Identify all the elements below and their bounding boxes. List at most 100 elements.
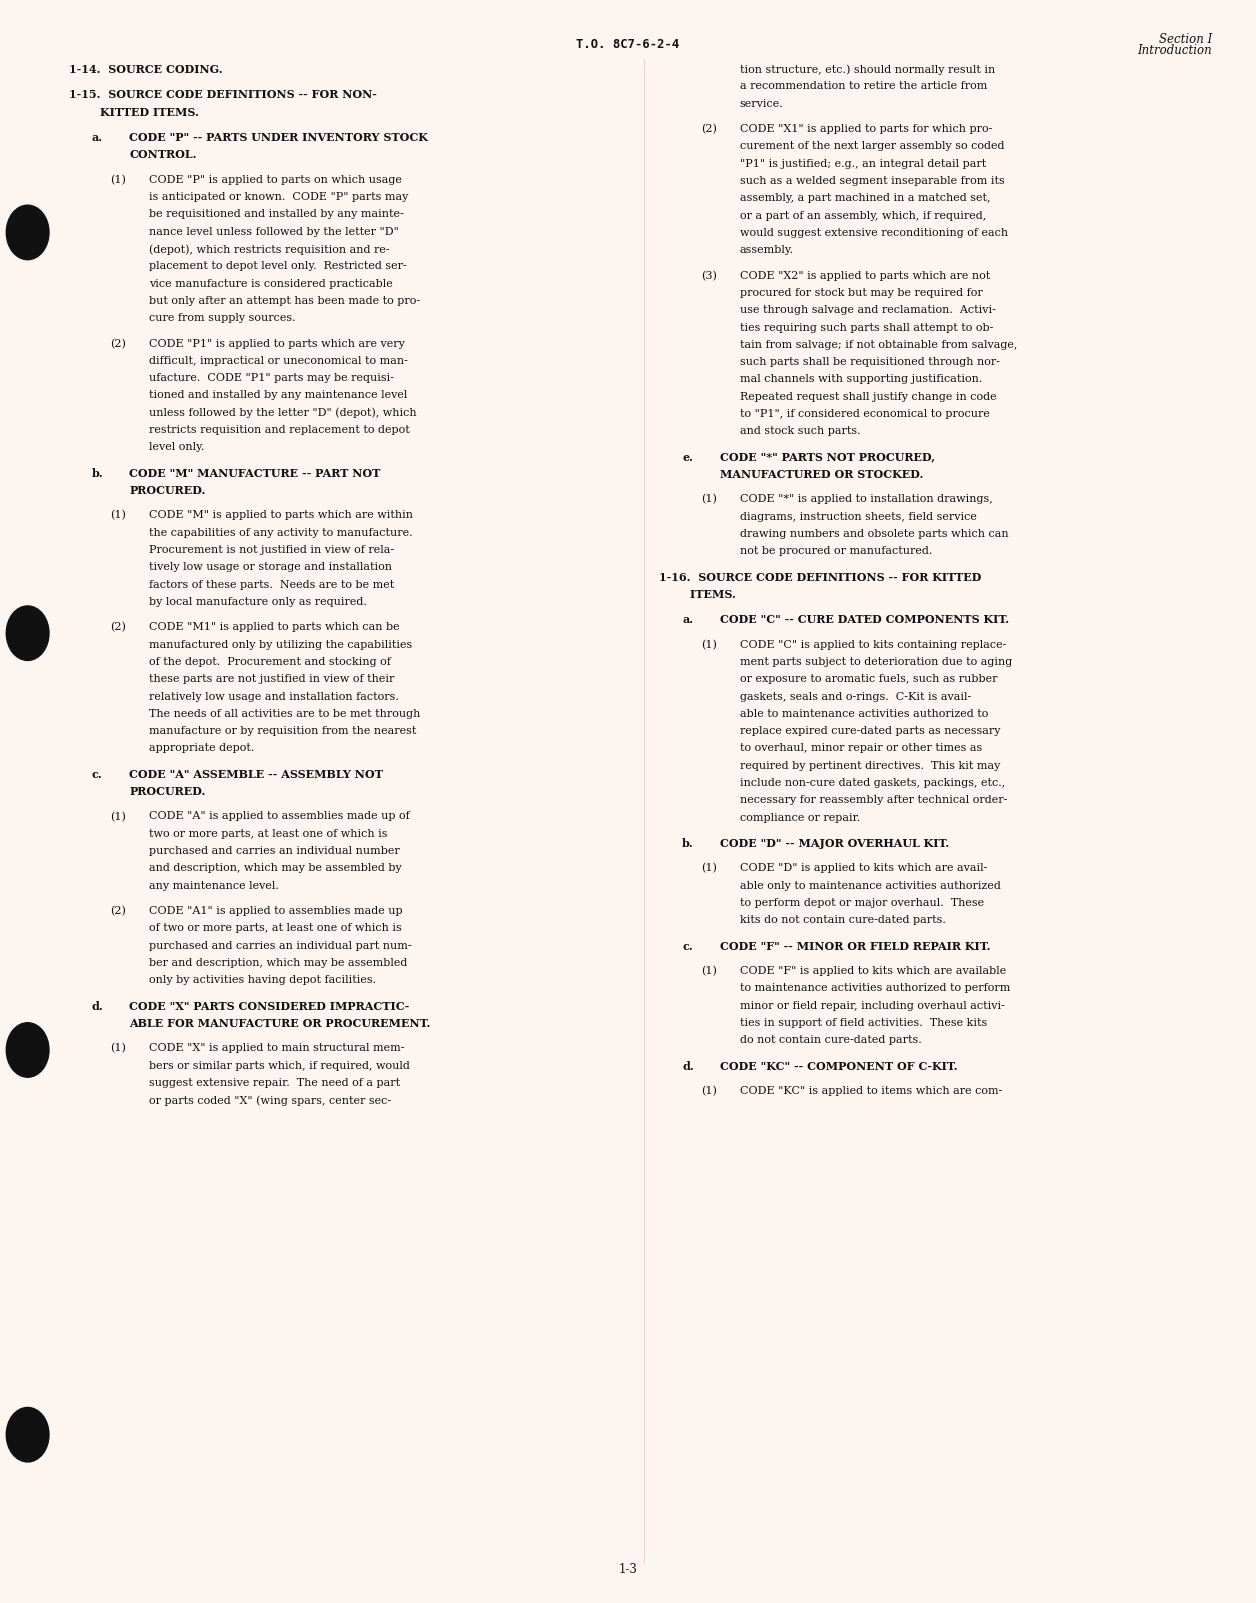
Text: by local manufacture only as required.: by local manufacture only as required. — [149, 596, 367, 608]
Text: suggest extensive repair.  The need of a part: suggest extensive repair. The need of a … — [149, 1077, 401, 1088]
Text: replace expired cure-dated parts as necessary: replace expired cure-dated parts as nece… — [740, 726, 1000, 736]
Text: bers or similar parts which, if required, would: bers or similar parts which, if required… — [149, 1061, 411, 1071]
Text: 1-3: 1-3 — [618, 1563, 638, 1576]
Text: CODE "D" is applied to kits which are avail-: CODE "D" is applied to kits which are av… — [740, 864, 987, 874]
Text: gaskets, seals and o-rings.  C-Kit is avail-: gaskets, seals and o-rings. C-Kit is ava… — [740, 691, 971, 702]
Text: assembly.: assembly. — [740, 245, 794, 255]
Text: to perform depot or major overhaul.  These: to perform depot or major overhaul. Thes… — [740, 898, 983, 907]
Text: two or more parts, at least one of which is: two or more parts, at least one of which… — [149, 829, 388, 838]
Text: CODE "X" PARTS CONSIDERED IMPRACTIC-: CODE "X" PARTS CONSIDERED IMPRACTIC- — [129, 1000, 409, 1011]
Text: d.: d. — [682, 1061, 693, 1071]
Text: cure from supply sources.: cure from supply sources. — [149, 313, 296, 324]
Text: required by pertinent directives.  This kit may: required by pertinent directives. This k… — [740, 761, 1000, 771]
Text: able only to maintenance activities authorized: able only to maintenance activities auth… — [740, 880, 1001, 891]
Text: 1-15.  SOURCE CODE DEFINITIONS -- FOR NON-: 1-15. SOURCE CODE DEFINITIONS -- FOR NON… — [69, 90, 377, 101]
Text: CODE "A" is applied to assemblies made up of: CODE "A" is applied to assemblies made u… — [149, 811, 411, 821]
Text: CODE "F" -- MINOR OR FIELD REPAIR KIT.: CODE "F" -- MINOR OR FIELD REPAIR KIT. — [720, 941, 990, 952]
Text: compliance or repair.: compliance or repair. — [740, 813, 860, 822]
Text: b.: b. — [682, 838, 693, 850]
Text: minor or field repair, including overhaul activi-: minor or field repair, including overhau… — [740, 1000, 1005, 1010]
Text: (2): (2) — [111, 622, 127, 633]
Text: b.: b. — [92, 468, 103, 479]
Text: (1): (1) — [701, 1085, 717, 1096]
Text: to "P1", if considered economical to procure: to "P1", if considered economical to pro… — [740, 409, 990, 418]
Text: CODE "X2" is applied to parts which are not: CODE "X2" is applied to parts which are … — [740, 271, 990, 281]
Text: 1-16.  SOURCE CODE DEFINITIONS -- FOR KITTED: 1-16. SOURCE CODE DEFINITIONS -- FOR KIT… — [659, 572, 982, 582]
Text: but only after an attempt has been made to pro-: but only after an attempt has been made … — [149, 297, 421, 306]
Text: and description, which may be assembled by: and description, which may be assembled … — [149, 864, 402, 874]
Text: KITTED ITEMS.: KITTED ITEMS. — [69, 107, 198, 117]
Text: unless followed by the letter "D" (depot), which: unless followed by the letter "D" (depot… — [149, 407, 417, 418]
Text: CODE "M" MANUFACTURE -- PART NOT: CODE "M" MANUFACTURE -- PART NOT — [129, 468, 381, 479]
Text: CODE "A" ASSEMBLE -- ASSEMBLY NOT: CODE "A" ASSEMBLE -- ASSEMBLY NOT — [129, 769, 383, 779]
Text: or exposure to aromatic fuels, such as rubber: or exposure to aromatic fuels, such as r… — [740, 675, 997, 684]
Text: is anticipated or known.  CODE "P" parts may: is anticipated or known. CODE "P" parts … — [149, 192, 409, 202]
Text: (1): (1) — [701, 494, 717, 505]
Text: CODE "*" PARTS NOT PROCURED,: CODE "*" PARTS NOT PROCURED, — [720, 452, 934, 463]
Text: (1): (1) — [701, 864, 717, 874]
Text: (2): (2) — [111, 906, 127, 917]
Text: to overhaul, minor repair or other times as: to overhaul, minor repair or other times… — [740, 744, 982, 753]
Text: or a part of an assembly, which, if required,: or a part of an assembly, which, if requ… — [740, 210, 986, 221]
Text: Repeated request shall justify change in code: Repeated request shall justify change in… — [740, 391, 996, 402]
Text: PROCURED.: PROCURED. — [129, 785, 206, 797]
Text: kits do not contain cure-dated parts.: kits do not contain cure-dated parts. — [740, 915, 946, 925]
Circle shape — [6, 606, 49, 660]
Text: manufacture or by requisition from the nearest: manufacture or by requisition from the n… — [149, 726, 417, 736]
Text: CODE "F" is applied to kits which are available: CODE "F" is applied to kits which are av… — [740, 967, 1006, 976]
Text: level only.: level only. — [149, 442, 205, 452]
Text: able to maintenance activities authorized to: able to maintenance activities authorize… — [740, 709, 988, 718]
Text: be requisitioned and installed by any mainte-: be requisitioned and installed by any ma… — [149, 210, 404, 220]
Text: "P1" is justified; e.g., an integral detail part: "P1" is justified; e.g., an integral det… — [740, 159, 986, 168]
Text: (1): (1) — [701, 640, 717, 649]
Text: difficult, impractical or uneconomical to man-: difficult, impractical or uneconomical t… — [149, 356, 408, 365]
Text: vice manufacture is considered practicable: vice manufacture is considered practicab… — [149, 279, 393, 289]
Text: CODE "M1" is applied to parts which can be: CODE "M1" is applied to parts which can … — [149, 622, 401, 632]
Text: CODE "A1" is applied to assemblies made up: CODE "A1" is applied to assemblies made … — [149, 906, 403, 915]
Text: ITEMS.: ITEMS. — [659, 588, 736, 600]
Text: (depot), which restricts requisition and re-: (depot), which restricts requisition and… — [149, 244, 391, 255]
Text: assembly, a part machined in a matched set,: assembly, a part machined in a matched s… — [740, 194, 990, 204]
Text: (1): (1) — [111, 175, 127, 184]
Text: and stock such parts.: and stock such parts. — [740, 426, 860, 436]
Text: (1): (1) — [111, 811, 127, 822]
Text: c.: c. — [92, 769, 103, 779]
Text: of the depot.  Procurement and stocking of: of the depot. Procurement and stocking o… — [149, 657, 392, 667]
Text: ufacture.  CODE "P1" parts may be requisi-: ufacture. CODE "P1" parts may be requisi… — [149, 373, 394, 383]
Text: CODE "*" is applied to installation drawings,: CODE "*" is applied to installation draw… — [740, 494, 992, 505]
Text: curement of the next larger assembly so coded: curement of the next larger assembly so … — [740, 141, 1005, 151]
Text: service.: service. — [740, 99, 784, 109]
Text: ABLE FOR MANUFACTURE OR PROCUREMENT.: ABLE FOR MANUFACTURE OR PROCUREMENT. — [129, 1018, 431, 1029]
Text: The needs of all activities are to be met through: The needs of all activities are to be me… — [149, 709, 421, 718]
Text: CODE "C" -- CURE DATED COMPONENTS KIT.: CODE "C" -- CURE DATED COMPONENTS KIT. — [720, 614, 1009, 625]
Text: CODE "D" -- MAJOR OVERHAUL KIT.: CODE "D" -- MAJOR OVERHAUL KIT. — [720, 838, 950, 850]
Text: these parts are not justified in view of their: these parts are not justified in view of… — [149, 675, 394, 684]
Text: CODE "X1" is applied to parts for which pro-: CODE "X1" is applied to parts for which … — [740, 123, 992, 135]
Text: ties requiring such parts shall attempt to ob-: ties requiring such parts shall attempt … — [740, 322, 993, 332]
Text: (3): (3) — [701, 271, 717, 281]
Text: relatively low usage and installation factors.: relatively low usage and installation fa… — [149, 691, 399, 702]
Text: 1-14.  SOURCE CODING.: 1-14. SOURCE CODING. — [69, 64, 222, 75]
Text: or parts coded "X" (wing spars, center sec-: or parts coded "X" (wing spars, center s… — [149, 1095, 392, 1106]
Circle shape — [6, 1407, 49, 1462]
Text: placement to depot level only.  Restricted ser-: placement to depot level only. Restricte… — [149, 261, 407, 271]
Text: use through salvage and reclamation.  Activi-: use through salvage and reclamation. Act… — [740, 305, 996, 316]
Text: CONTROL.: CONTROL. — [129, 149, 197, 160]
Text: appropriate depot.: appropriate depot. — [149, 744, 255, 753]
Text: any maintenance level.: any maintenance level. — [149, 880, 279, 891]
Text: ber and description, which may be assembled: ber and description, which may be assemb… — [149, 959, 408, 968]
Text: e.: e. — [682, 452, 693, 463]
Text: restricts requisition and replacement to depot: restricts requisition and replacement to… — [149, 425, 411, 434]
Text: nance level unless followed by the letter "D": nance level unless followed by the lette… — [149, 226, 399, 237]
Text: purchased and carries an individual number: purchased and carries an individual numb… — [149, 846, 401, 856]
Text: procured for stock but may be required for: procured for stock but may be required f… — [740, 289, 982, 298]
Text: d.: d. — [92, 1000, 103, 1011]
Text: tain from salvage; if not obtainable from salvage,: tain from salvage; if not obtainable fro… — [740, 340, 1017, 349]
Text: MANUFACTURED OR STOCKED.: MANUFACTURED OR STOCKED. — [720, 470, 923, 479]
Text: diagrams, instruction sheets, field service: diagrams, instruction sheets, field serv… — [740, 511, 977, 521]
Text: (2): (2) — [111, 338, 127, 349]
Text: would suggest extensive reconditioning of each: would suggest extensive reconditioning o… — [740, 228, 1007, 237]
Text: of two or more parts, at least one of which is: of two or more parts, at least one of wh… — [149, 923, 402, 933]
Text: CODE "M" is applied to parts which are within: CODE "M" is applied to parts which are w… — [149, 510, 413, 521]
Text: not be procured or manufactured.: not be procured or manufactured. — [740, 547, 932, 556]
